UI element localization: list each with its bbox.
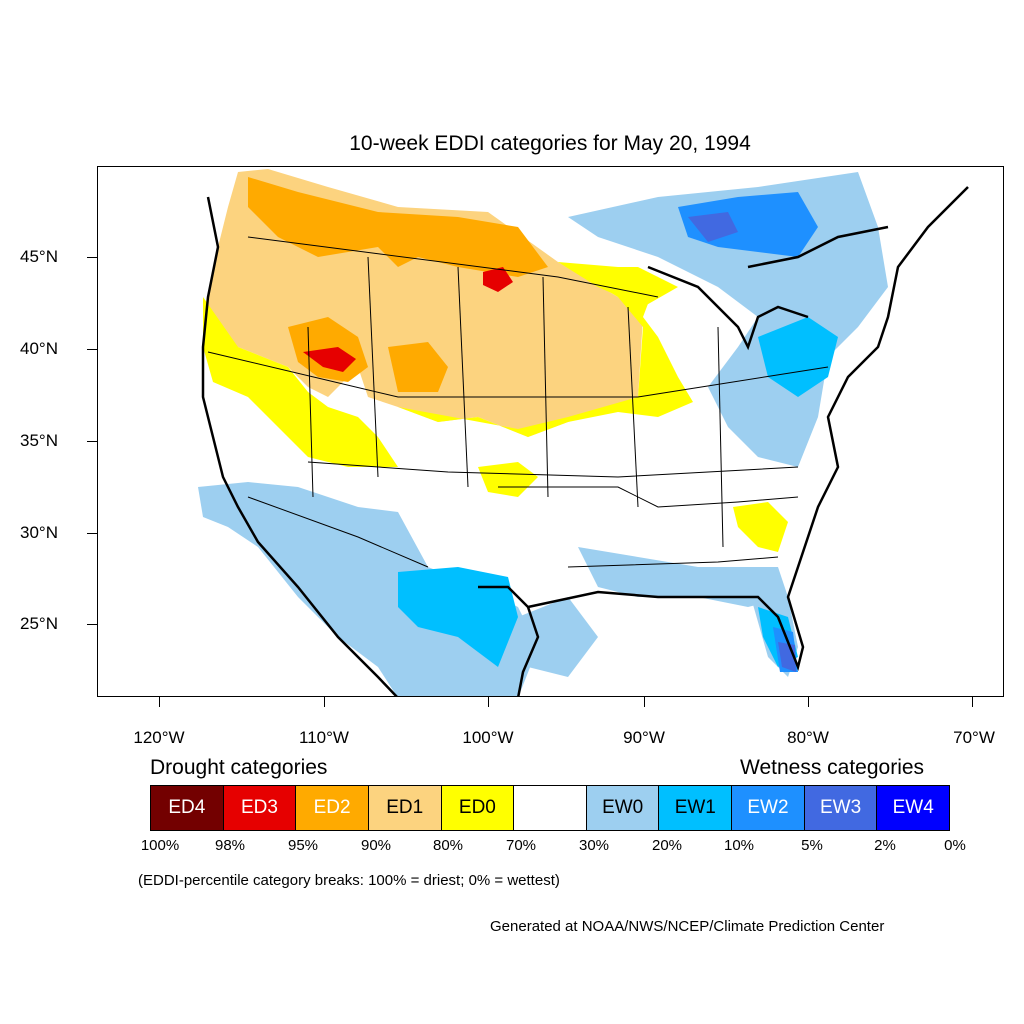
lon-label-80: 80°W <box>787 728 829 747</box>
legend-break: 90% <box>360 837 392 854</box>
legend-cell-ew4: EW4 <box>877 786 950 830</box>
legend-cell-ed4: ED4 <box>151 786 224 830</box>
legend-break: 95% <box>287 837 319 854</box>
lon-tick <box>808 697 809 707</box>
region-ew0-northeast <box>568 172 888 467</box>
legend-break: 100% <box>140 837 180 854</box>
lat-tick <box>87 441 97 442</box>
lon-tick <box>324 697 325 707</box>
lon-tick <box>644 697 645 707</box>
category-note: (EDDI-percentile category breaks: 100% =… <box>138 872 560 889</box>
region-ew0-gulf <box>578 547 788 607</box>
lat-tick <box>87 257 97 258</box>
legend-cell-neutral <box>514 786 587 830</box>
legend-break: 20% <box>651 837 683 854</box>
lat-label-25: 25°N <box>20 614 58 633</box>
legend-break: 80% <box>432 837 464 854</box>
legend-cell-ew0: EW0 <box>586 786 660 830</box>
legend-cell-ed3: ED3 <box>223 786 297 830</box>
legend-break: 5% <box>801 837 823 854</box>
lat-label-35: 35°N <box>20 431 58 450</box>
drought-heading: Drought categories <box>150 756 328 779</box>
legend-colorbar: ED4 ED3 ED2 ED1 ED0 EW0 EW1 EW2 EW3 EW4 <box>150 785 950 831</box>
lon-label-110: 110°W <box>299 728 349 747</box>
region-ed0-north <box>558 262 678 307</box>
legend-cell-ew3: EW3 <box>804 786 878 830</box>
legend-cell-ew1: EW1 <box>659 786 733 830</box>
lat-label-45: 45°N <box>20 247 58 266</box>
lon-label-120: 120°W <box>133 728 185 747</box>
lon-label-100: 100°W <box>462 728 514 747</box>
region-ed2-wyoming <box>388 342 448 392</box>
region-ew1-texas <box>398 567 518 667</box>
map-title: 10-week EDDI categories for May 20, 1994 <box>349 132 751 155</box>
legend-cell-ed2: ED2 <box>296 786 369 830</box>
legend-break: 70% <box>505 837 537 854</box>
legend-break: 30% <box>578 837 610 854</box>
legend-break: 2% <box>874 837 896 854</box>
lon-tick <box>488 697 489 707</box>
region-ed0-southeast <box>733 502 788 552</box>
lat-label-40: 40°N <box>20 339 58 358</box>
region-ew0-southcentral <box>518 597 598 677</box>
lon-tick <box>972 697 973 707</box>
legend-break: 0% <box>944 837 966 854</box>
region-ew2-greatlakes <box>678 192 818 257</box>
lon-label-70: 70°W <box>953 728 995 747</box>
region-ew0-southwest <box>198 482 538 696</box>
map-panel <box>97 166 1004 697</box>
lon-tick <box>159 697 160 707</box>
region-ed3-dakota <box>483 267 513 292</box>
legend-cell-ew2: EW2 <box>732 786 805 830</box>
region-ed0-texas <box>478 462 538 497</box>
legend-cell-ed0: ED0 <box>441 786 515 830</box>
lat-tick <box>87 624 97 625</box>
region-ed2-north <box>248 177 548 277</box>
region-ew3-superior <box>688 212 738 242</box>
legend-break: 10% <box>723 837 755 854</box>
state-boundaries <box>207 236 829 568</box>
legend-cell-ed1: ED1 <box>368 786 442 830</box>
eddi-map <box>198 169 969 696</box>
region-ew1-northeast <box>758 317 838 397</box>
credit-line: Generated at NOAA/NWS/NCEP/Climate Predi… <box>490 918 885 935</box>
lat-tick <box>87 533 97 534</box>
wetness-heading: Wetness categories <box>740 756 925 779</box>
coastline <box>201 186 969 696</box>
legend-break: 98% <box>214 837 246 854</box>
lat-tick <box>87 349 97 350</box>
region-ed0-west <box>203 297 398 467</box>
region-ed3-idaho <box>303 347 356 372</box>
lat-label-30: 30°N <box>20 523 58 542</box>
lon-label-90: 90°W <box>623 728 665 747</box>
